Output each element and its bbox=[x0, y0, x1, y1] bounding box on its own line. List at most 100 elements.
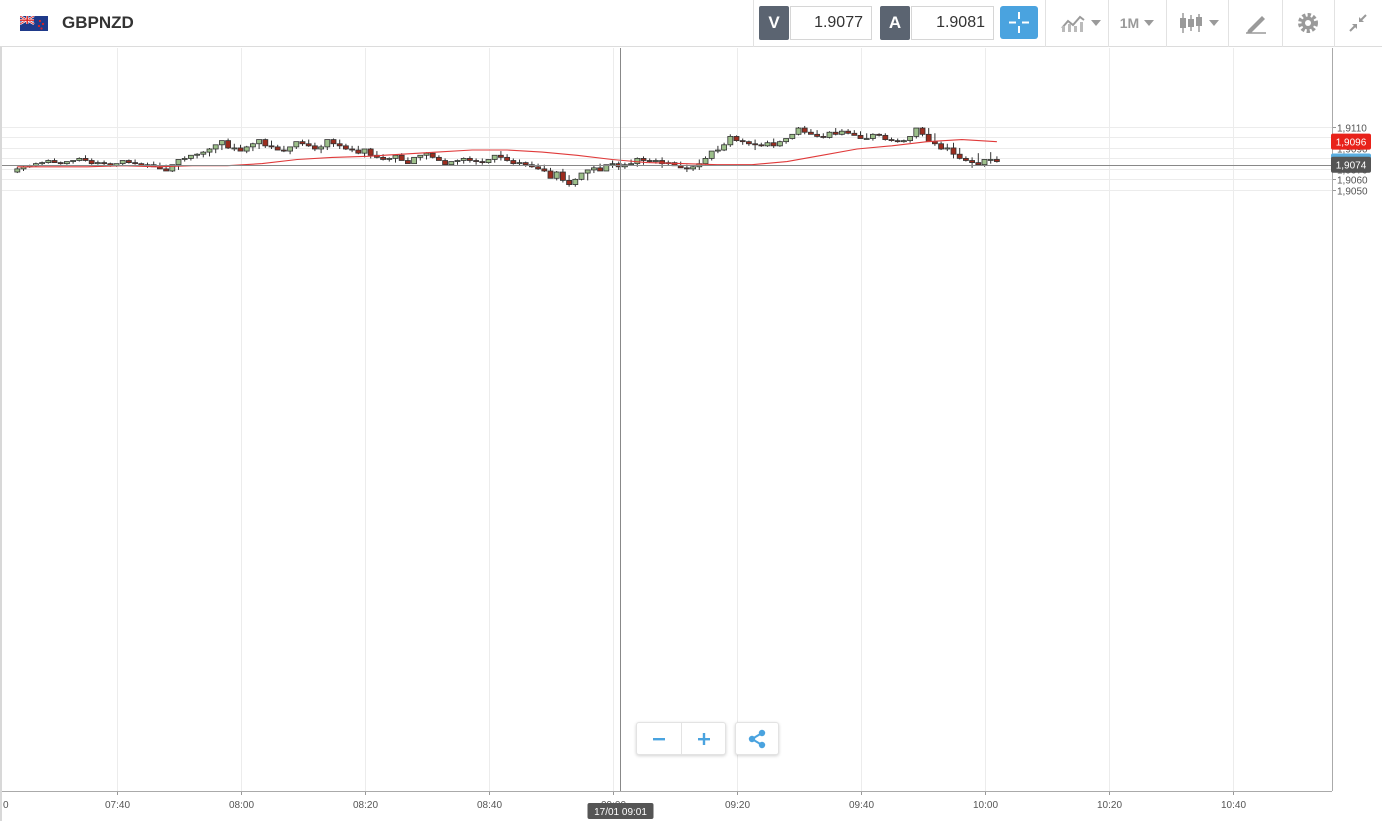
candle-body-up bbox=[634, 158, 641, 165]
candle-body-up bbox=[901, 140, 907, 143]
symbol-title: GBPNZD bbox=[62, 13, 134, 32]
share-button[interactable] bbox=[735, 722, 779, 755]
drawing-tools-button[interactable] bbox=[1236, 6, 1276, 40]
candle-body-down bbox=[646, 160, 653, 162]
candle bbox=[789, 133, 796, 140]
x-tick-label: 08:40 bbox=[477, 800, 502, 811]
candle bbox=[603, 164, 610, 172]
candle bbox=[324, 139, 331, 151]
candle bbox=[963, 156, 969, 162]
candle bbox=[280, 145, 287, 153]
candle bbox=[373, 151, 380, 159]
candle-body-down bbox=[225, 140, 232, 149]
candle-body-up bbox=[454, 160, 461, 162]
candle-body-down bbox=[367, 148, 374, 156]
crosshair-price-badge bbox=[1331, 156, 1371, 173]
candle-body-up bbox=[628, 163, 634, 166]
candle-body-up bbox=[553, 171, 560, 179]
candle bbox=[746, 140, 752, 146]
candle-body-up bbox=[690, 166, 696, 170]
candle-body-up bbox=[609, 163, 616, 166]
candle-body-up bbox=[764, 142, 771, 147]
crosshair: 17/01 09:01 bbox=[2, 48, 1332, 819]
candle-body-down bbox=[994, 159, 1000, 162]
candle bbox=[262, 138, 269, 148]
candle bbox=[243, 145, 250, 154]
candle-body-down bbox=[355, 149, 362, 154]
candle-body-up bbox=[293, 141, 300, 148]
candle bbox=[876, 133, 882, 137]
y-tick-label: 1,9050 bbox=[1337, 187, 1368, 198]
candle-body-up bbox=[863, 138, 870, 140]
candle-body-up bbox=[175, 159, 182, 166]
candle-body-up bbox=[256, 139, 263, 145]
candle bbox=[57, 161, 64, 165]
candle-body-up bbox=[231, 147, 238, 150]
minus-icon bbox=[653, 737, 665, 740]
candle bbox=[870, 133, 876, 141]
candle-body-down bbox=[882, 134, 889, 140]
candle bbox=[851, 130, 858, 136]
ask-label: A bbox=[880, 6, 910, 40]
candle bbox=[200, 151, 207, 158]
candle-body-up bbox=[318, 146, 325, 150]
candle-body-up bbox=[491, 154, 498, 160]
ask-price: 1.9081 bbox=[911, 6, 994, 40]
candle bbox=[913, 127, 920, 139]
candle bbox=[386, 157, 393, 162]
ma-price-badge-label: 1,9096 bbox=[1336, 138, 1367, 149]
moving-average-line bbox=[17, 139, 997, 168]
timeframe-dropdown[interactable]: 1M bbox=[1112, 6, 1162, 40]
candle-body-down bbox=[126, 160, 132, 163]
candle bbox=[150, 161, 157, 168]
candle bbox=[882, 133, 889, 141]
chart-type-dropdown[interactable] bbox=[1053, 6, 1107, 40]
zoom-controls bbox=[636, 722, 726, 755]
zoom-in-button[interactable] bbox=[682, 723, 726, 754]
candle-body-down bbox=[845, 130, 851, 134]
candle-body-down bbox=[299, 141, 306, 145]
candle-body-up bbox=[907, 136, 913, 142]
crosshair-button[interactable] bbox=[1000, 6, 1038, 39]
candle bbox=[901, 139, 907, 143]
zoom-out-button[interactable] bbox=[637, 723, 681, 754]
candle-body-down bbox=[597, 167, 603, 172]
candle-body-down bbox=[752, 143, 758, 146]
toolbar-divider bbox=[753, 0, 754, 47]
candle bbox=[45, 159, 52, 164]
candle bbox=[392, 154, 399, 163]
candle-body-up bbox=[715, 149, 721, 152]
candle-body-down bbox=[510, 160, 517, 165]
candle bbox=[839, 129, 845, 136]
candle bbox=[442, 158, 449, 166]
toolbar-divider bbox=[1108, 0, 1109, 47]
settings-button[interactable] bbox=[1288, 6, 1328, 40]
x-tick-label: 08:20 bbox=[353, 800, 378, 811]
candle bbox=[925, 128, 932, 143]
candle-body-down bbox=[938, 143, 944, 150]
candle-body-up bbox=[243, 146, 250, 152]
candle bbox=[820, 133, 827, 139]
candle bbox=[355, 145, 362, 155]
candle-body-down bbox=[950, 147, 957, 155]
candle-body-down bbox=[969, 160, 975, 163]
candle bbox=[708, 150, 715, 161]
candle bbox=[547, 167, 554, 179]
line-chart-icon bbox=[1060, 15, 1085, 32]
candle-body-up bbox=[386, 158, 393, 160]
candle bbox=[349, 145, 356, 153]
candle bbox=[95, 160, 101, 165]
candle-style-dropdown[interactable] bbox=[1172, 6, 1224, 40]
candle bbox=[950, 142, 957, 159]
candle bbox=[832, 128, 839, 136]
candle-body-up bbox=[206, 148, 213, 153]
left-border bbox=[0, 47, 2, 821]
collapse-button[interactable] bbox=[1338, 6, 1378, 40]
candle bbox=[187, 154, 194, 161]
candle-body-down bbox=[466, 158, 473, 161]
candle-body-up bbox=[181, 158, 188, 160]
candle-body-up bbox=[39, 162, 45, 165]
candle bbox=[473, 158, 480, 165]
